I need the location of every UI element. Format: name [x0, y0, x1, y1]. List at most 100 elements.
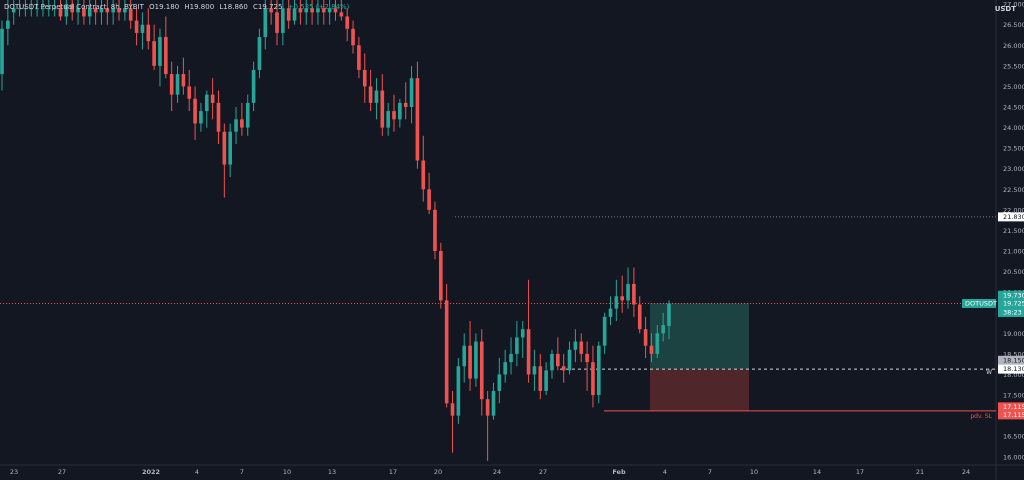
candle-body	[515, 337, 519, 354]
x-tick-label: 20	[434, 468, 442, 476]
candle-body	[292, 8, 297, 21]
ohlc-low: L18.860	[219, 3, 248, 11]
candle-body	[462, 345, 467, 367]
candle-body	[351, 28, 355, 46]
candle-body	[11, 8, 16, 13]
price-axis-label	[998, 290, 1024, 300]
candle-body	[164, 37, 168, 75]
y-tick-label: 16.500	[1003, 433, 1024, 441]
y-tick-label: 26.000	[1003, 42, 1024, 50]
y-tick-label: 21.500	[1003, 227, 1024, 235]
x-tick-label: 24	[493, 468, 501, 476]
candle-body	[82, 8, 86, 17]
candle-body	[415, 78, 420, 161]
currency-label[interactable]: USDT	[994, 5, 1016, 13]
candle-body	[99, 8, 104, 13]
candle-body	[667, 303, 671, 326]
candle-body	[503, 362, 507, 375]
symbol-title[interactable]: DOTUSDT Perpetual Contract, 8h, BYBIT	[4, 3, 144, 11]
candle-body	[655, 333, 660, 354]
y-tick-label: 27.000	[1003, 1, 1024, 9]
candle-body	[626, 283, 630, 301]
ohlc-change: +0.535 (+2.84%)	[287, 3, 350, 11]
line-annotation: pdv. SL	[970, 413, 992, 420]
line-annotation: W	[986, 369, 992, 376]
candle-body	[105, 8, 110, 13]
candle-body	[58, 8, 63, 17]
y-tick-label: 23.000	[1003, 165, 1024, 173]
candle-body	[649, 345, 654, 354]
candle-body	[281, 8, 285, 33]
y-tick-label: 16.000	[1003, 453, 1024, 461]
candle-body	[6, 20, 10, 29]
candle-body	[316, 8, 320, 13]
ohlc-high: H19.800	[184, 3, 215, 11]
candle-body	[23, 8, 28, 10]
x-tick-label: Feb	[612, 468, 626, 476]
candle-body	[509, 353, 513, 363]
candle-body	[538, 366, 543, 391]
candle-body	[245, 102, 250, 128]
candle-body	[567, 349, 572, 371]
ohlc-open: O19.180	[149, 3, 180, 11]
candle-body	[403, 102, 408, 107]
candle-body	[117, 8, 121, 13]
y-tick-label: 26.500	[1003, 21, 1024, 29]
price-axis-label	[998, 212, 1024, 222]
candle-body	[380, 90, 385, 128]
candle-body	[392, 111, 396, 120]
price-axis-label-text: 18.130	[1003, 365, 1024, 373]
candle-body	[257, 37, 262, 70]
candle-body	[0, 28, 4, 75]
candle-body	[421, 160, 426, 190]
candle-body	[216, 102, 221, 132]
candle-body	[450, 403, 455, 416]
candle-body	[222, 131, 227, 165]
candle-body	[602, 316, 607, 346]
ohlc-close: C19.725	[253, 3, 283, 11]
price-axis-label	[998, 364, 1024, 374]
y-tick-label: 18.000	[1003, 371, 1024, 379]
x-tick-label: 27	[58, 468, 66, 476]
candle-body	[251, 69, 256, 103]
candle-body	[608, 308, 613, 317]
candle-body	[637, 304, 642, 330]
candle-body	[596, 345, 601, 396]
candle-body	[187, 86, 192, 99]
candle-body	[591, 362, 595, 396]
candle-body	[228, 131, 232, 165]
x-tick-label: 7	[240, 468, 244, 476]
price-axis-label-text: 19.730	[1003, 291, 1024, 299]
candle-body	[76, 8, 80, 13]
candle-body	[199, 111, 203, 124]
y-tick-label: 19.000	[1003, 330, 1024, 338]
candle-body	[444, 300, 449, 404]
candle-body	[368, 86, 373, 103]
y-tick-label: 24.000	[1003, 124, 1024, 132]
candle-body	[286, 8, 291, 21]
candle-body	[46, 8, 51, 10]
price-axis-label	[998, 402, 1024, 412]
candle-body	[123, 8, 127, 13]
candle-body	[41, 8, 45, 10]
x-tick-label: 4	[195, 468, 199, 476]
candle-body	[35, 8, 39, 10]
x-tick-label: 4	[663, 468, 667, 476]
candle-body	[520, 329, 525, 338]
x-tick-label: 27	[539, 468, 547, 476]
candle-body	[526, 329, 531, 375]
candle-body	[357, 45, 361, 70]
candle-body	[491, 390, 496, 416]
candle-body	[439, 251, 443, 301]
price-axis-label	[998, 355, 1024, 365]
candle-body	[169, 74, 174, 95]
candle-body	[210, 94, 215, 103]
candle-body	[193, 98, 197, 124]
candle-body	[433, 209, 437, 252]
x-tick-label: 2022	[142, 468, 160, 476]
candle-body	[140, 24, 145, 33]
x-tick-label: 10	[283, 468, 291, 476]
symbol-label-box	[962, 298, 996, 308]
